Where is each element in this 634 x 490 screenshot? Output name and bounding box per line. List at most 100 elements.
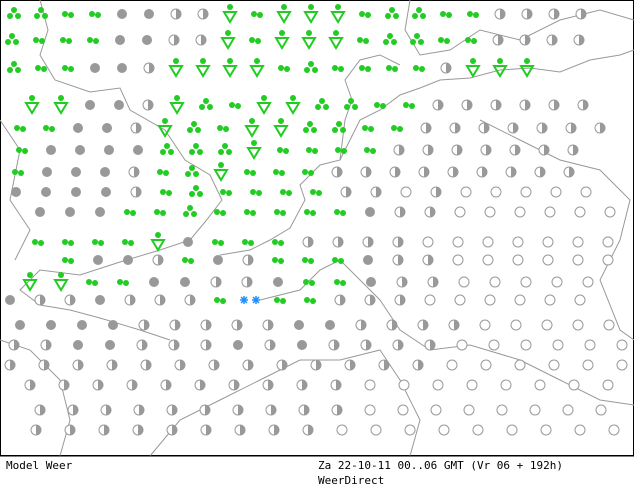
overcast <box>365 207 375 217</box>
clear <box>456 339 468 351</box>
partly-cloudy-fill <box>446 63 451 73</box>
partly-cloudy-fill <box>554 100 559 110</box>
partly-cloudy-fill <box>338 237 343 247</box>
partly-cloudy-fill <box>400 295 405 305</box>
rain <box>11 7 17 13</box>
drizzle <box>39 38 45 44</box>
drizzle <box>250 189 256 195</box>
shower <box>195 65 211 78</box>
rain <box>307 121 313 127</box>
rain <box>5 39 11 45</box>
partly-cloudy-fill <box>433 277 438 287</box>
partly-cloudy-fill <box>203 9 208 19</box>
partly-cloudy-fill <box>268 320 273 330</box>
partly-cloudy-fill <box>376 187 381 197</box>
clear <box>572 319 584 331</box>
partly-cloudy-fill <box>205 405 210 415</box>
partly-cloudy-fill <box>392 320 397 330</box>
partly-cloudy-fill <box>234 380 239 390</box>
clear <box>602 254 614 266</box>
drizzle <box>444 38 450 44</box>
overcast <box>104 145 114 155</box>
shower-dot <box>524 58 530 64</box>
rain <box>393 13 399 19</box>
partly-cloudy-fill <box>398 237 403 247</box>
partly-cloudy-fill <box>112 360 117 370</box>
partly-cloudy-fill <box>571 123 576 133</box>
partly-cloudy-fill <box>142 340 147 350</box>
rain <box>323 104 329 110</box>
clear <box>452 236 464 248</box>
clear <box>608 424 620 436</box>
clear <box>514 206 526 218</box>
overcast <box>35 207 45 217</box>
shower <box>213 169 229 182</box>
partly-cloudy-fill <box>395 167 400 177</box>
clear <box>496 404 508 416</box>
drizzle <box>368 126 374 132</box>
clear <box>463 404 475 416</box>
rain <box>193 143 199 149</box>
partly-cloudy-fill <box>136 187 141 197</box>
partly-cloudy-fill <box>398 255 403 265</box>
clear <box>398 379 410 391</box>
partly-cloudy-fill <box>200 380 205 390</box>
shower-dot <box>278 118 284 124</box>
rain <box>199 104 205 110</box>
partly-cloudy-fill <box>136 123 141 133</box>
drizzle <box>392 66 398 72</box>
clear <box>458 276 470 288</box>
drizzle <box>242 239 248 245</box>
partly-cloudy-fill <box>248 255 253 265</box>
overcast <box>90 63 100 73</box>
rain <box>352 104 358 110</box>
partly-cloudy-fill <box>30 380 35 390</box>
clear <box>616 359 628 371</box>
partly-cloudy-fill <box>40 405 45 415</box>
shower <box>274 37 290 50</box>
drizzle <box>278 258 284 264</box>
overcast <box>294 320 304 330</box>
weather-symbols <box>4 4 628 436</box>
overcast <box>73 123 83 133</box>
rain <box>15 67 21 73</box>
drizzle <box>341 148 347 154</box>
shower-dot <box>306 30 312 36</box>
clear <box>452 254 464 266</box>
partly-cloudy-fill <box>527 9 532 19</box>
drizzle <box>62 11 68 17</box>
clear <box>460 186 472 198</box>
shower-dot <box>27 272 33 278</box>
clear <box>430 404 442 416</box>
rain <box>183 211 189 217</box>
partly-cloudy-fill <box>304 405 309 415</box>
drizzle <box>35 65 41 71</box>
shower <box>492 65 508 78</box>
partly-cloudy-fill <box>139 405 144 415</box>
shower <box>301 37 317 50</box>
clear <box>550 186 562 198</box>
partly-cloudy-fill <box>237 320 242 330</box>
drizzle <box>244 169 250 175</box>
clear <box>484 206 496 218</box>
rain <box>218 149 224 155</box>
drizzle <box>308 170 314 176</box>
clear <box>562 404 574 416</box>
drizzle <box>256 190 262 196</box>
shower-dot <box>227 4 233 10</box>
clear <box>454 206 466 218</box>
drizzle <box>357 37 363 43</box>
partly-cloudy-fill <box>132 380 137 390</box>
drizzle <box>397 126 403 132</box>
partly-cloudy-fill <box>511 167 516 177</box>
drizzle <box>68 258 74 264</box>
shower-dot <box>174 95 180 101</box>
rain <box>304 67 310 73</box>
rain <box>303 127 309 133</box>
rain <box>11 61 17 67</box>
partly-cloudy-fill <box>366 340 371 350</box>
overcast <box>108 320 118 330</box>
overcast <box>73 340 83 350</box>
shower <box>244 125 260 138</box>
overcast <box>105 340 115 350</box>
